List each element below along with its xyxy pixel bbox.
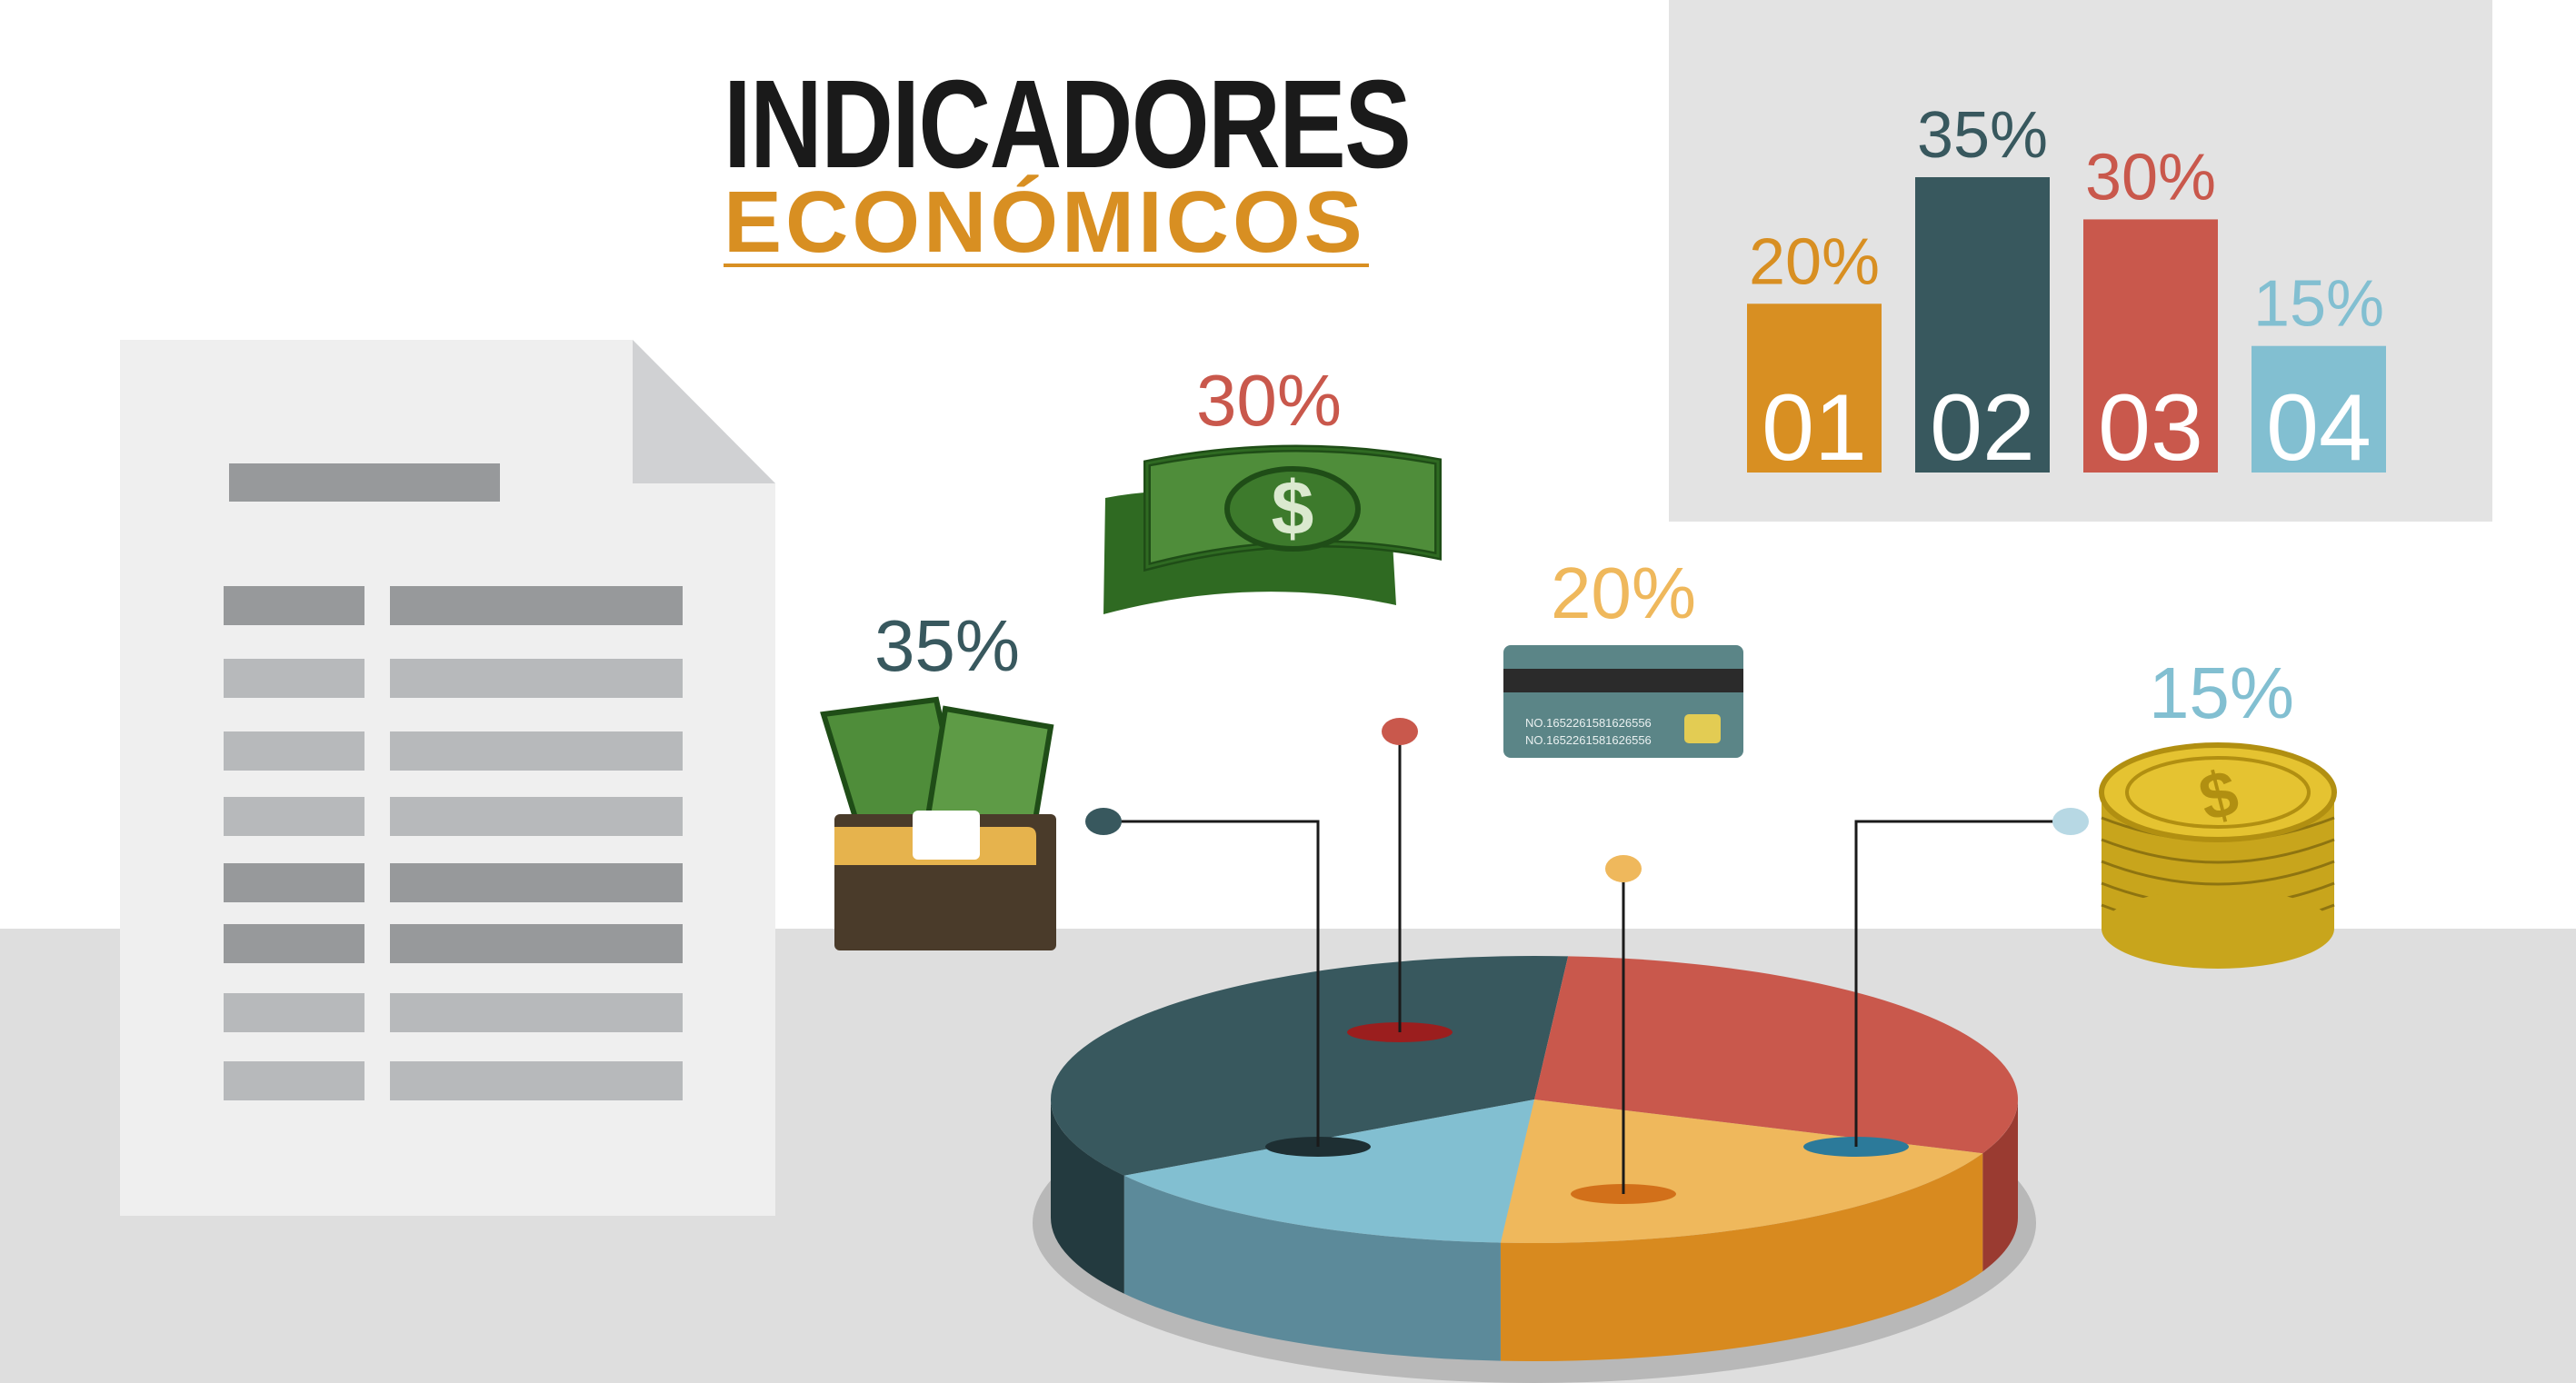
- title-line-2: ECONÓMICOS: [724, 174, 1366, 271]
- pie-pin-head: [1085, 808, 1122, 835]
- pie-chart: [1033, 956, 2036, 1383]
- title-line-1: INDICADORES: [724, 55, 1412, 194]
- pie-slice-3: [1123, 1099, 1534, 1243]
- pie-value-label: 30%: [1196, 360, 1342, 441]
- bar-category-label: 04: [2266, 375, 2371, 481]
- svg-text:NO.1652261581626556: NO.1652261581626556: [1525, 733, 1652, 747]
- pie-slice-1: [1534, 956, 2019, 1154]
- bar-category-label: 01: [1762, 375, 1867, 481]
- bar-chart: 01 20% 02 35% 03 30% 04 15%: [1747, 99, 2386, 481]
- banknotes-icon: $: [1103, 444, 1442, 614]
- pie-labels: 35% 30% 20% 15%: [874, 360, 2294, 1204]
- svg-text:NO.1652261581626556: NO.1652261581626556: [1525, 716, 1652, 730]
- title-underline: [724, 264, 1369, 267]
- bar-category-label: 02: [1930, 375, 2035, 481]
- svg-text:$: $: [1272, 465, 1314, 551]
- pie-side-3: [1123, 1175, 1501, 1361]
- wallet-with-cash-icon: [820, 696, 1056, 950]
- bar-01: [1747, 303, 1882, 473]
- pie-slice-2: [1500, 1099, 1983, 1243]
- coin-stack-icon: $: [2099, 742, 2337, 969]
- bar-value-label: 30%: [2085, 141, 2216, 214]
- pie-slice-0: [1050, 956, 1569, 1176]
- pie-pin-head: [2052, 808, 2089, 835]
- bar-03: [2083, 219, 2218, 473]
- pie-pin-line: [1103, 820, 1320, 1147]
- bar-02: [1915, 177, 2050, 473]
- credit-card-icon: NO.1652261581626556 NO.1652261581626556: [1503, 645, 1743, 758]
- pie-pin-head: [1382, 718, 1418, 745]
- pie-value-label: 20%: [1551, 552, 1696, 633]
- pie-value-label: 35%: [874, 605, 1020, 686]
- bar-value-label: 15%: [2253, 268, 2384, 341]
- pie-side-1: [1982, 1099, 2018, 1272]
- document-icon: [120, 340, 775, 1216]
- pie-side-0: [1051, 1099, 1124, 1294]
- bar-value-label: 20%: [1749, 225, 1880, 298]
- pie-pin-head: [1605, 855, 1642, 882]
- pie-value-label: 15%: [2149, 652, 2294, 733]
- bar-category-label: 03: [2098, 375, 2203, 481]
- bar-value-label: 35%: [1917, 99, 2048, 172]
- bar-04: [2252, 345, 2386, 473]
- pie-pin-line: [1854, 820, 2071, 1147]
- pie-side-2: [1500, 1153, 1983, 1361]
